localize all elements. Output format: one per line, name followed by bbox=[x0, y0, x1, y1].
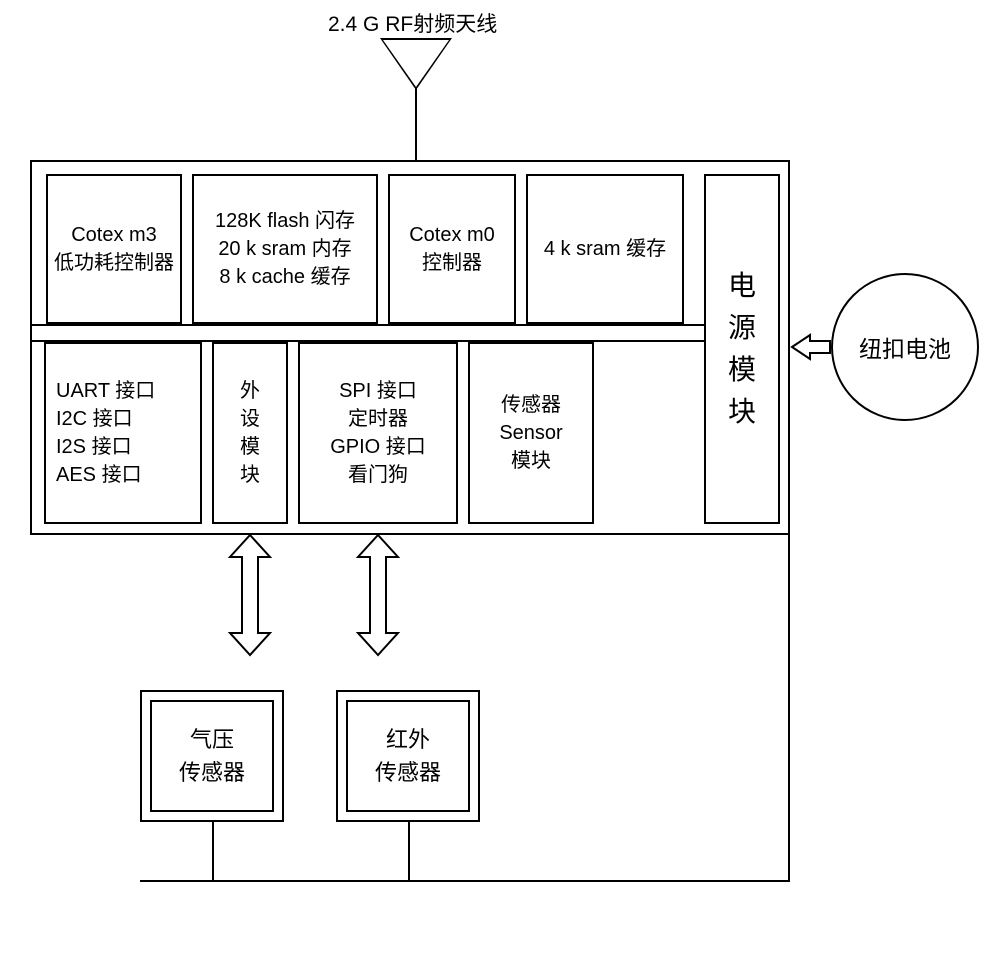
cortex_m3-line-1: 低功耗控制器 bbox=[54, 249, 174, 277]
cortex_m0-box: Cotex m0控制器 bbox=[388, 174, 516, 324]
sensor-line-0: 传感器 bbox=[501, 391, 561, 419]
antenna-label: 2.4 G RF射频天线 bbox=[328, 8, 497, 38]
uart-line-0: UART 接口 bbox=[56, 377, 155, 405]
pressure-sensor-line-1: 传感器 bbox=[179, 756, 245, 789]
sensor-line-2: 模块 bbox=[511, 447, 551, 475]
spi-arrow bbox=[356, 533, 400, 657]
cortex_m3-line-0: Cotex m3 bbox=[71, 221, 157, 249]
pressure-sensor: 气压传感器 bbox=[140, 690, 284, 822]
battery-to-power-arrow bbox=[790, 333, 832, 361]
periph-line-3: 块 bbox=[240, 461, 260, 489]
pressure-sensor-inner: 气压传感器 bbox=[150, 700, 274, 812]
antenna-icon bbox=[380, 38, 452, 90]
sensor-box: 传感器Sensor模块 bbox=[468, 342, 594, 524]
antenna-stem bbox=[415, 88, 417, 160]
spi-line-1: 定时器 bbox=[348, 405, 408, 433]
sensor-line-1: Sensor bbox=[499, 419, 562, 447]
ir-sensor-line-1: 传感器 bbox=[375, 756, 441, 789]
periph-line-1: 设 bbox=[240, 405, 260, 433]
button-battery: 纽扣电池 bbox=[831, 273, 979, 421]
ir-sensor-inner: 红外传感器 bbox=[346, 700, 470, 812]
periph-line-0: 外 bbox=[240, 377, 260, 405]
power-module: 电源模块 bbox=[704, 174, 780, 524]
battery-label: 纽扣电池 bbox=[859, 330, 951, 364]
power-module-char-0: 电 bbox=[728, 265, 756, 307]
flash-box: 128K flash 闪存20 k sram 内存8 k cache 缓存 bbox=[192, 174, 378, 324]
internal-bus-bar bbox=[32, 324, 704, 342]
cortex_m0-line-0: Cotex m0 bbox=[409, 221, 495, 249]
pressure-sensor-line-0: 气压 bbox=[190, 723, 234, 756]
cortex_m0-line-1: 控制器 bbox=[422, 249, 482, 277]
flash-line-1: 20 k sram 内存 bbox=[218, 235, 351, 263]
spi-line-3: 看门狗 bbox=[348, 461, 408, 489]
sram4k-line-0: 4 k sram 缓存 bbox=[544, 235, 666, 263]
power-module-char-1: 源 bbox=[728, 307, 756, 349]
ir-sensor-line-0: 红外 bbox=[386, 723, 430, 756]
ir-sensor: 红外传感器 bbox=[336, 690, 480, 822]
uart-line-1: I2C 接口 bbox=[56, 405, 133, 433]
wire-to-ir bbox=[408, 822, 410, 880]
wire-bottom-horizontal bbox=[140, 880, 790, 882]
periph-box: 外设模块 bbox=[212, 342, 288, 524]
flash-line-2: 8 k cache 缓存 bbox=[219, 263, 350, 291]
spi-line-2: GPIO 接口 bbox=[330, 433, 426, 461]
uart-line-3: AES 接口 bbox=[56, 461, 142, 489]
periph-line-2: 模 bbox=[240, 433, 260, 461]
uart-line-2: I2S 接口 bbox=[56, 433, 132, 461]
spi-line-0: SPI 接口 bbox=[339, 377, 417, 405]
wire-main-drop bbox=[788, 535, 790, 880]
flash-line-0: 128K flash 闪存 bbox=[215, 207, 355, 235]
sram4k-box: 4 k sram 缓存 bbox=[526, 174, 684, 324]
power-module-char-2: 模 bbox=[728, 349, 756, 391]
periph-arrow bbox=[228, 533, 272, 657]
wire-to-pressure bbox=[212, 822, 214, 880]
spi-box: SPI 接口定时器GPIO 接口看门狗 bbox=[298, 342, 458, 524]
uart-box: UART 接口I2C 接口I2S 接口AES 接口 bbox=[44, 342, 202, 524]
power-module-char-3: 块 bbox=[728, 391, 756, 433]
cortex_m3-box: Cotex m3低功耗控制器 bbox=[46, 174, 182, 324]
